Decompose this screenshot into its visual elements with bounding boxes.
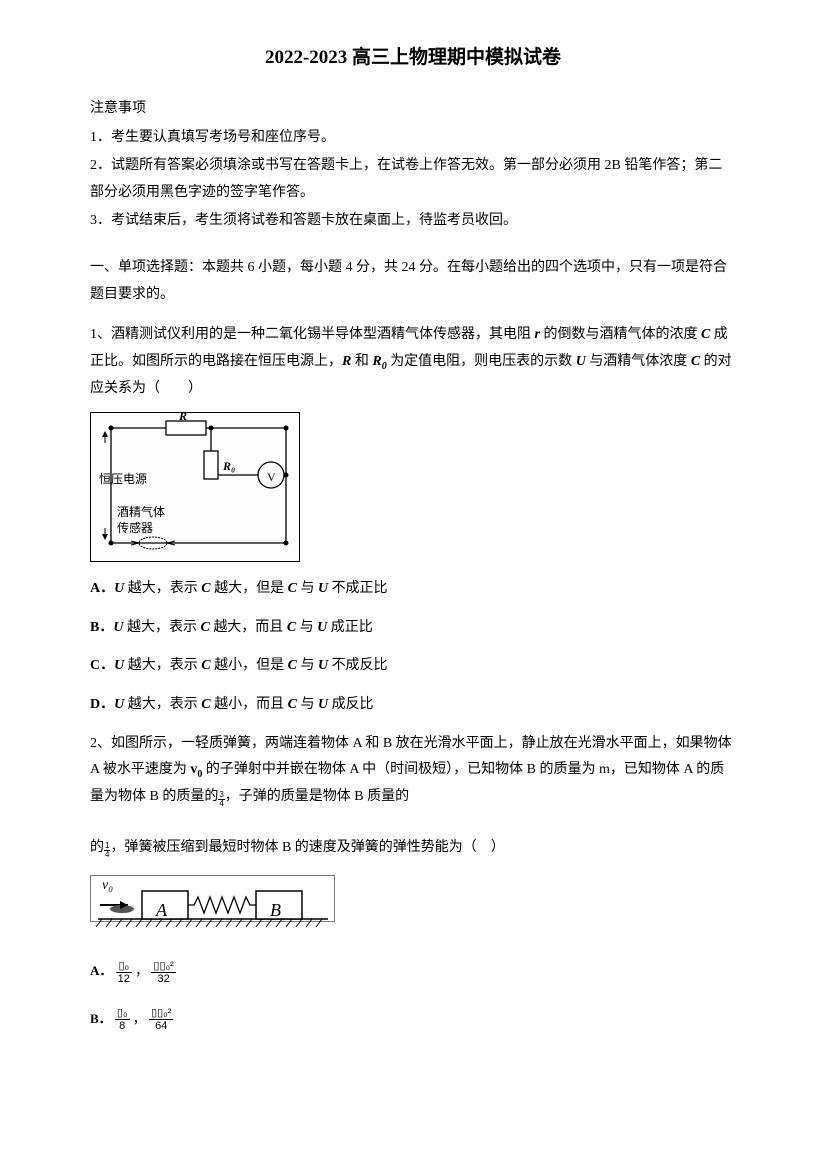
q1-D-t4: 成反比: [332, 697, 374, 712]
q1-var-R: R: [342, 354, 351, 369]
q1-B-t3: 与: [300, 620, 314, 635]
q2-text-4: ，弹簧被压缩到最短时物体 B 的速度及弹簧的弹性势能为（ ）: [110, 840, 504, 855]
q1-B-t2: 越大，而且: [213, 620, 283, 635]
q2-B-lead: B．: [90, 1011, 112, 1026]
circuit-source-3: 传感器: [117, 517, 153, 540]
notice-3: 3．考试结束后，考生须将试卷和答题卡放在桌面上，待监考员收回。: [90, 208, 736, 235]
spring-B-label: B: [270, 893, 281, 927]
circuit-source-1: 恒压电源: [99, 468, 147, 491]
q2-B-sep: ，: [133, 1011, 146, 1026]
q1-A-label: A．: [90, 581, 114, 596]
q1-D-t3: 与: [300, 697, 314, 712]
q1-D-C2: C: [288, 697, 297, 712]
q1-A-U: U: [114, 581, 124, 596]
question-2-cont: 的14，弹簧被压缩到最短时物体 B 的速度及弹簧的弹性势能为（ ）: [90, 835, 736, 862]
q1-A-t4: 不成正比: [332, 581, 388, 596]
q1-A-C2: C: [288, 581, 297, 596]
notice-heading: 注意事项: [90, 96, 736, 123]
q1-option-D: D．U 越大，表示 C 越小，而且 C 与 U 成反比: [90, 692, 736, 719]
q1-D-t1: 越大，表示: [128, 697, 198, 712]
page: 2022-2023 高三上物理期中模拟试卷 注意事项 1．考生要认真填写考场号和…: [0, 0, 826, 1168]
spring-svg: [90, 875, 335, 937]
q2-A-lead: A．: [90, 963, 112, 978]
q2-A-d1: 12: [116, 973, 132, 985]
q1-text-5: 与酒精气体浓度: [586, 354, 691, 369]
q2-B-frac2: ▯▯₀²64: [149, 1007, 173, 1032]
q1-C-label: C．: [90, 658, 114, 673]
q1-A-t2: 越大，但是: [214, 581, 284, 596]
q2-v0: v0: [190, 762, 202, 777]
q1-D-C: C: [201, 697, 210, 712]
q1-text-1: 1、酒精测试仪利用的是一种二氧化锡半导体型酒精气体传感器，其电阻: [90, 327, 535, 342]
circuit-figure: R R₀ V 恒压电源 酒精气体 传感器: [90, 412, 300, 562]
q2-A-sep: ，: [135, 963, 148, 978]
notice-1: 1．考生要认真填写考场号和座位序号。: [90, 125, 736, 152]
q1-and: 和: [351, 354, 372, 369]
q1-D-t2: 越小，而且: [214, 697, 284, 712]
q1-D-U2: U: [318, 697, 328, 712]
q1-D-U: U: [114, 697, 124, 712]
spring-figure: v₀ A B: [90, 875, 335, 937]
q1-R0-main: R: [372, 354, 381, 369]
q1-B-t1: 越大，表示: [127, 620, 197, 635]
q1-A-C: C: [201, 581, 210, 596]
circuit-R0-label: R₀: [223, 455, 235, 478]
q1-B-t4: 成正比: [331, 620, 373, 635]
q2-A-frac2: ▯▯₀²32: [151, 960, 175, 985]
q2-A-d2: 32: [151, 973, 175, 985]
spring-v0-label: v₀: [102, 873, 113, 900]
q2-B-d1: 8: [115, 1020, 130, 1032]
question-2: 2、如图所示，一轻质弹簧，两端连着物体 A 和 B 放在光滑水平面上，静止放在光…: [90, 731, 736, 811]
q2-option-A: A． ▯₀12 ， ▯▯₀²32: [90, 959, 736, 985]
q1-B-U: U: [113, 620, 123, 635]
q2-B-d2: 64: [149, 1020, 173, 1032]
q1-option-A: A．U 越大，表示 C 越大，但是 C 与 U 不成正比: [90, 576, 736, 603]
q1-B-C: C: [200, 620, 209, 635]
q1-C-t3: 与: [300, 658, 314, 673]
q1-C-t4: 不成反比: [332, 658, 388, 673]
q1-A-U2: U: [318, 581, 328, 596]
q1-text-2: 的倒数与酒精气体的浓度: [540, 327, 701, 342]
q2-option-B: B． ▯₀8 ， ▯▯₀²64: [90, 1007, 736, 1033]
q1-option-B: B．U 越大，表示 C 越大，而且 C 与 U 成正比: [90, 615, 736, 642]
circuit-R-label: R: [179, 405, 187, 428]
q2-A-frac1: ▯₀12: [116, 960, 132, 985]
q1-B-U2: U: [317, 620, 327, 635]
q1-C-t1: 越大，表示: [128, 658, 198, 673]
q2-B-n2: ▯▯₀²: [149, 1007, 173, 1020]
q1-var-R0: R0: [372, 354, 386, 369]
question-1: 1、酒精测试仪利用的是一种二氧化锡半导体型酒精气体传感器，其电阻 r 的倒数与酒…: [90, 322, 736, 402]
q2-A-n1: ▯₀: [116, 960, 132, 973]
spring-A-label: A: [156, 893, 167, 927]
q2-B-frac1: ▯₀8: [115, 1007, 130, 1032]
q1-C-U2: U: [318, 658, 328, 673]
q1-A-t1: 越大，表示: [128, 581, 198, 596]
q2-A-n2: ▯▯₀²: [151, 960, 175, 973]
exam-title: 2022-2023 高三上物理期中模拟试卷: [90, 40, 736, 76]
circuit-V-label: V: [267, 466, 276, 489]
q1-B-label: B．: [90, 620, 113, 635]
q1-C-t2: 越小，但是: [214, 658, 284, 673]
q1-D-label: D．: [90, 697, 114, 712]
q1-option-C: C．U 越大，表示 C 越小，但是 C 与 U 不成反比: [90, 653, 736, 680]
q1-var-c-1: C: [701, 327, 710, 342]
q1-A-t3: 与: [300, 581, 314, 596]
q1-C-C2: C: [288, 658, 297, 673]
q1-C-U: U: [114, 658, 124, 673]
q2-text-3b: 的: [90, 840, 104, 855]
q1-C-C: C: [201, 658, 210, 673]
q2-B-n1: ▯₀: [115, 1007, 130, 1020]
q1-text-4: 为定值电阻，则电压表的示数: [387, 354, 576, 369]
q1-var-c-2: C: [691, 354, 700, 369]
q2-text-3: ，子弹的质量是物体 B 质量的: [225, 789, 409, 804]
q1-var-U: U: [576, 354, 586, 369]
notice-2: 2．试题所有答案必须填涂或书写在答题卡上，在试卷上作答无效。第一部分必须用 2B…: [90, 153, 736, 206]
q1-B-C2: C: [287, 620, 296, 635]
section-1-intro: 一、单项选择题：本题共 6 小题，每小题 4 分，共 24 分。在每小题给出的四…: [90, 255, 736, 308]
